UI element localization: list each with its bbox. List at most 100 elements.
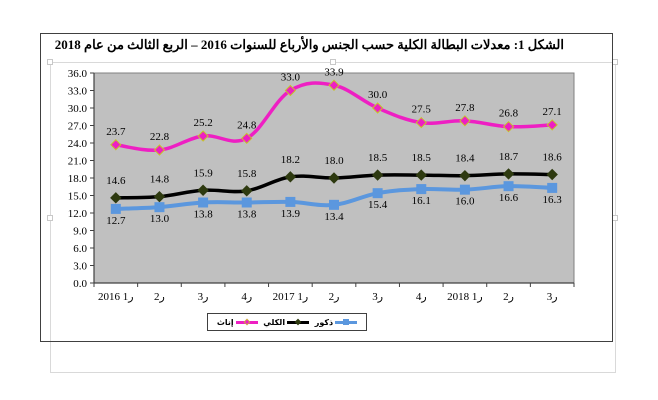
data-label: 16.6 [499, 192, 519, 204]
x-tick-label: ر1 2017 [273, 291, 309, 303]
x-tick-label: ر2 [154, 291, 165, 303]
chart-legend: ذكور الكلي إناث [207, 313, 367, 331]
data-label: 13.4 [324, 211, 344, 223]
data-marker [546, 168, 558, 181]
legend-item-total: الكلي [263, 317, 310, 327]
data-marker [241, 185, 253, 197]
data-label: 14.8 [150, 174, 170, 186]
data-label: 18.6 [543, 152, 563, 164]
data-marker [502, 168, 515, 180]
y-tick-label: 15.0 [68, 191, 88, 203]
chart-container [40, 33, 613, 342]
data-marker [371, 169, 384, 181]
legend-label-male: ذكور [314, 317, 334, 327]
diamond-marker-icon [287, 317, 310, 327]
data-marker [459, 115, 471, 127]
data-marker [110, 192, 122, 204]
data-marker [198, 197, 209, 208]
data-marker [110, 139, 122, 151]
data-label: 13.0 [150, 213, 170, 225]
data-marker [415, 116, 427, 129]
resize-handle-middle-left[interactable] [47, 215, 53, 221]
data-label: 13.8 [193, 209, 213, 221]
data-label: 27.8 [455, 102, 475, 114]
x-tick-label: ر3 [372, 291, 383, 303]
data-label: 15.4 [368, 199, 388, 211]
y-tick-label: 36.0 [68, 68, 88, 80]
data-label: 13.8 [237, 209, 257, 221]
data-label: 26.8 [499, 108, 519, 120]
y-tick-label: 6.0 [73, 243, 87, 255]
x-tick-label: ر1 2018 [447, 291, 483, 303]
data-label: 25.2 [193, 117, 212, 129]
legend-label-total: الكلي [263, 317, 286, 327]
resize-handle-top-center[interactable] [330, 59, 336, 65]
data-label: 24.8 [237, 119, 257, 131]
data-label: 18.5 [368, 152, 388, 164]
data-label: 12.7 [106, 215, 126, 227]
data-marker [284, 84, 297, 97]
data-marker [154, 202, 165, 213]
x-tick-label: ر4 [416, 291, 427, 303]
data-label: 33.9 [324, 66, 344, 78]
data-marker [241, 197, 252, 208]
data-marker [110, 203, 121, 214]
square-marker-icon [335, 317, 358, 327]
y-tick-label: 18.0 [68, 173, 88, 185]
data-marker [415, 169, 427, 181]
y-tick-label: 21.0 [68, 156, 88, 168]
x-tick-label: ر2 [503, 291, 514, 303]
data-label: 16.0 [455, 196, 475, 208]
y-tick-label: 0.0 [73, 278, 87, 290]
legend-item-female: إناث [217, 317, 258, 327]
y-tick-label: 9.0 [73, 226, 87, 238]
data-label: 22.8 [150, 131, 170, 143]
data-label: 18.2 [281, 154, 300, 166]
data-label: 15.9 [193, 167, 213, 179]
data-label: 14.6 [106, 175, 126, 187]
data-label: 23.7 [106, 126, 126, 138]
x-tick-label: ر3 [198, 291, 209, 303]
data-marker [547, 182, 558, 193]
data-marker [371, 102, 384, 114]
y-tick-label: 12.0 [68, 208, 88, 220]
data-marker [197, 130, 209, 142]
data-marker [546, 119, 558, 131]
y-tick-label: 33.0 [68, 86, 88, 98]
x-tick-label: ر3 [547, 291, 558, 303]
y-tick-label: 24.0 [68, 138, 88, 150]
data-label: 15.8 [237, 168, 257, 180]
y-tick-label: 27.0 [68, 121, 88, 133]
data-label: 27.1 [543, 106, 562, 118]
data-marker [459, 169, 471, 182]
data-label: 27.5 [412, 104, 432, 116]
data-label: 18.0 [324, 155, 344, 167]
legend-item-male: ذكور [314, 317, 358, 327]
diamond-marker-icon [235, 317, 258, 327]
data-label: 18.7 [499, 151, 519, 163]
y-tick-label: 3.0 [73, 261, 87, 273]
data-label: 30.0 [368, 89, 388, 101]
legend-label-female: إناث [216, 317, 234, 327]
chart-title: الشكل 1: معدلات البطالة الكلية حسب الجنس… [54, 37, 564, 52]
data-marker [416, 184, 427, 195]
data-label: 18.5 [412, 152, 432, 164]
data-marker [459, 184, 470, 195]
data-marker [153, 190, 166, 203]
data-label: 13.9 [281, 208, 301, 220]
x-tick-label: ر4 [241, 291, 252, 303]
resize-handle-top-left[interactable] [47, 59, 53, 65]
data-marker [503, 181, 514, 192]
data-marker [197, 184, 209, 196]
data-label: 33.0 [281, 72, 301, 84]
data-marker [328, 79, 340, 91]
data-marker [153, 144, 166, 156]
data-label: 16.3 [543, 194, 563, 206]
data-marker [285, 196, 296, 207]
x-tick-label: ر2 [329, 291, 340, 303]
data-marker [502, 120, 515, 133]
data-label: 18.4 [455, 153, 475, 165]
data-label: 16.1 [412, 195, 431, 207]
data-marker [329, 199, 339, 210]
